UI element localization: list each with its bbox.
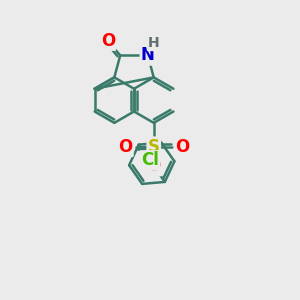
Text: O: O	[118, 138, 132, 156]
Text: O: O	[175, 138, 189, 156]
Text: O: O	[101, 32, 115, 50]
Text: H: H	[148, 36, 159, 50]
Text: N: N	[141, 46, 155, 64]
Text: O: O	[147, 157, 161, 175]
Text: Cl: Cl	[141, 152, 159, 169]
Text: S: S	[148, 138, 160, 156]
